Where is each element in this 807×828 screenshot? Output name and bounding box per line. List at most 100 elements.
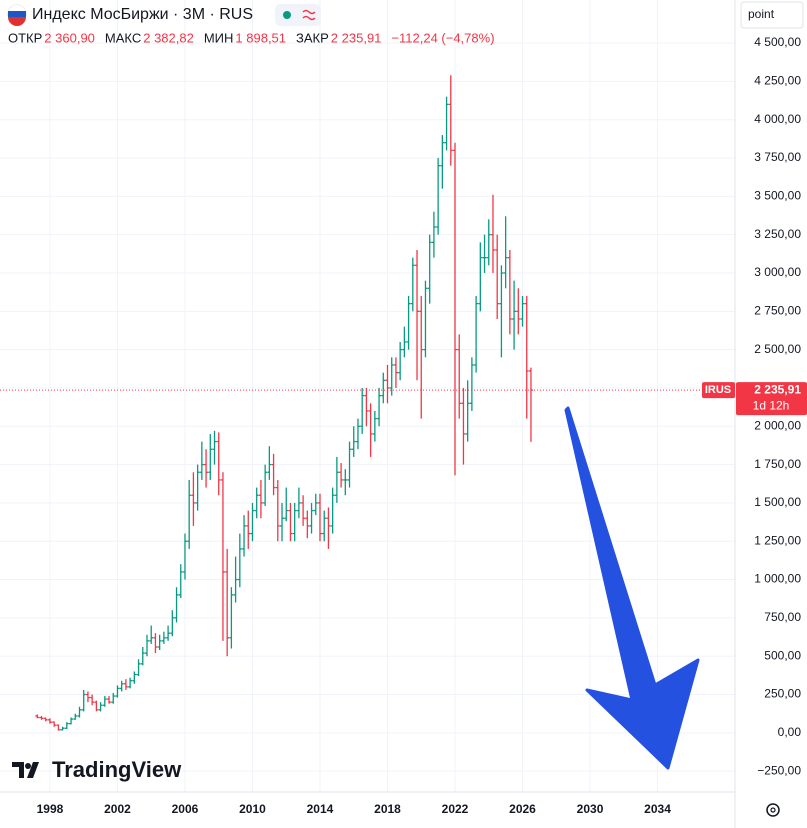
ohlc-bar	[309, 502, 314, 534]
ohlc-bar	[339, 463, 344, 488]
ohlc-bar	[132, 671, 137, 684]
y-tick-label: 1 750,00	[754, 457, 801, 471]
ohlc-bar	[246, 510, 251, 549]
status-icon	[302, 9, 316, 21]
logo-icon	[25, 763, 31, 769]
ohlc-bar	[499, 265, 504, 358]
y-tick-label: 3 250,00	[754, 227, 801, 241]
ohlc-header: ОТКР 2 360,90 МАКС 2 382,82 МИН 1 898,51 ЗАКР 2…	[8, 30, 495, 45]
ohlc-bar	[47, 718, 52, 724]
ohlc-bar	[94, 700, 99, 712]
ohlc-bar	[385, 364, 390, 404]
y-tick-label: 1 000,00	[754, 572, 801, 586]
ohlc-bar	[478, 242, 483, 312]
ohlc-bar	[153, 633, 158, 654]
y-tick-label: 3 000,00	[754, 265, 801, 279]
ohlc-bar	[364, 387, 369, 427]
logo-text: TradingView	[52, 757, 182, 782]
ohlc-bar	[398, 341, 403, 381]
ohlc-bar	[381, 372, 386, 404]
ohlc-bar	[39, 715, 44, 720]
x-tick-label: 2002	[104, 802, 131, 816]
ohlc-bar	[242, 515, 247, 557]
ohlc-bar	[431, 211, 436, 258]
ohlc-bar	[524, 295, 529, 419]
x-tick-label: 2010	[239, 802, 266, 816]
x-tick-label: 2034	[644, 802, 671, 816]
last-price-label: 2 235,91	[754, 382, 801, 396]
ohlc-bar	[77, 706, 82, 718]
ohlc-bar	[512, 280, 517, 350]
ohlc-bar	[313, 493, 318, 516]
x-tick-label: 2018	[374, 802, 401, 816]
ohlc-bar	[56, 724, 61, 731]
ohlc-bar	[140, 646, 145, 666]
y-tick-label: 750,00	[764, 610, 801, 624]
ohlc-bar	[330, 487, 335, 534]
ohlc-bar	[436, 158, 441, 235]
ohlc-bar	[360, 387, 365, 434]
ohlc-bar	[52, 721, 57, 727]
ohlc-bar	[393, 357, 398, 388]
ohlc-bar	[233, 556, 238, 603]
ohlc-bar	[305, 510, 310, 539]
ohlc-bar	[187, 479, 192, 549]
symbol-badge: IRUS	[705, 384, 731, 396]
ohlc-bar	[174, 587, 179, 623]
ohlc-bar	[73, 713, 78, 720]
ohlc-bar	[516, 288, 521, 335]
ohlc-bar	[166, 625, 171, 641]
ohlc-bar	[258, 479, 263, 519]
ohlc-bar	[149, 625, 154, 644]
y-tick-label: 3 750,00	[754, 150, 801, 164]
ohlc-bar	[469, 357, 474, 411]
ohlc-bar	[157, 634, 162, 651]
ohlc-bar	[453, 142, 458, 476]
ohlc-bar	[229, 587, 234, 649]
ohlc-bar	[372, 410, 377, 442]
ohlc-bar	[490, 194, 495, 273]
ohlc-bar	[444, 96, 449, 151]
ohlc-bar	[178, 564, 183, 598]
ohlc-label: ОТКР	[8, 30, 42, 45]
x-tick-label: 2030	[577, 802, 604, 816]
arrow-drawing[interactable]	[564, 406, 700, 770]
ohlc-label: МАКС	[105, 30, 141, 45]
scale-button[interactable]	[740, 1, 804, 29]
ohlc-bar	[85, 691, 90, 703]
ohlc-bar	[271, 453, 276, 496]
ohlc-bar	[440, 135, 445, 189]
ohlc-bar	[199, 441, 204, 480]
ohlc-bar	[216, 432, 221, 496]
status-badge[interactable]	[275, 4, 321, 26]
ohlc-bar	[81, 689, 86, 712]
ohlc-bar	[457, 334, 462, 419]
ohlc-bar	[107, 696, 112, 704]
chart-title: Индекс МосБиржи · 3M · RUS	[32, 6, 253, 23]
ohlc-bar	[347, 441, 352, 488]
ohlc-bar	[69, 717, 74, 725]
x-tick-label: 2026	[509, 802, 536, 816]
scale-button-label[interactable]: point	[748, 7, 775, 21]
y-tick-label: 3 500,00	[754, 189, 801, 203]
settings-icon[interactable]	[766, 803, 780, 817]
ohlc-bar	[102, 696, 107, 707]
ohlc-bar	[292, 502, 297, 542]
y-tick-label: 0,00	[778, 725, 802, 739]
ohlc-bar	[43, 717, 48, 722]
ohlc-bar	[301, 495, 306, 526]
ohlc-bar	[343, 469, 348, 496]
ohlc-bar	[254, 487, 259, 519]
ohlc-bar	[355, 418, 360, 450]
grid	[0, 0, 735, 792]
y-tick-label: 2 500,00	[754, 342, 801, 356]
y-tick-label: 2 750,00	[754, 303, 801, 317]
countdown-label: 1d 12h	[753, 398, 790, 412]
ohlc-bar	[427, 234, 432, 304]
ohlc-bar	[495, 234, 500, 319]
ohlc-bar	[280, 502, 285, 542]
x-tick-label: 1998	[37, 802, 64, 816]
ohlc-bar	[145, 634, 149, 657]
last-price-bg	[736, 382, 807, 416]
ohlc-bar	[267, 446, 272, 480]
